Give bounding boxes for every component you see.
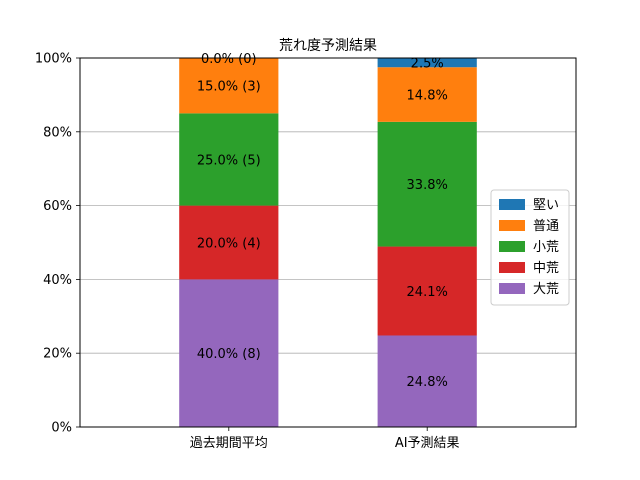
bar-data-label: 25.0% (5) xyxy=(197,153,261,168)
bar-labels-group: 40.0% (8) 20.0% (4) 25.0% (5) 15.0% (3) 0.0%… xyxy=(197,52,448,390)
bar-data-label: 20.0% (4) xyxy=(197,237,261,252)
y-tick-label: 0% xyxy=(51,421,72,436)
bar-data-label: 24.8% xyxy=(407,375,448,390)
bar-data-label: 15.0% (3) xyxy=(197,80,261,95)
x-tick-label: AI予測結果 xyxy=(395,436,460,451)
bar-data-label: 24.1% xyxy=(407,285,448,300)
bar-segment xyxy=(377,58,477,68)
bar-segment xyxy=(179,58,279,114)
bar-data-label: 2.5% xyxy=(411,57,444,72)
bar-data-label: 40.0% (8) xyxy=(197,347,261,362)
chart-title: 荒れ度予測結果 xyxy=(279,38,377,54)
y-tick-label: 40% xyxy=(43,273,72,288)
legend-label: 大荒 xyxy=(533,282,559,297)
bar-segment xyxy=(377,246,477,336)
legend-label: 普通 xyxy=(533,219,559,234)
y-tick-label: 80% xyxy=(43,125,72,140)
y-tick-label: 20% xyxy=(43,347,72,362)
bar-segment xyxy=(377,121,477,247)
bar-segment xyxy=(179,205,279,280)
bar-segment xyxy=(377,67,477,122)
plot-frame xyxy=(79,57,577,428)
bar-data-label: 14.8% xyxy=(407,89,448,104)
legend-box xyxy=(490,189,570,306)
bar-data-label: 33.8% xyxy=(407,178,448,193)
legend-swatch xyxy=(499,199,525,210)
bar-segment xyxy=(179,113,279,206)
y-tick-label: 100% xyxy=(35,52,72,67)
legend-swatch xyxy=(499,283,525,294)
x-axis: 過去期間平均 AI予測結果 xyxy=(190,427,460,451)
legend-swatch xyxy=(499,220,525,231)
bars-group xyxy=(179,58,477,427)
y-axis: 0% 20% 40% 60% 80% 100% xyxy=(35,52,80,436)
bar-segment xyxy=(377,335,477,427)
x-tick-label: 過去期間平均 xyxy=(190,436,268,451)
legend-label: 小荒 xyxy=(533,240,559,255)
legend-label: 中荒 xyxy=(533,261,559,276)
y-tick-label: 60% xyxy=(43,199,72,214)
legend-swatch xyxy=(499,241,525,252)
bar-data-label: 0.0% (0) xyxy=(201,52,257,67)
legend-label: 堅い xyxy=(533,198,559,213)
legend-swatch xyxy=(499,262,525,273)
bar-segment xyxy=(179,279,279,427)
